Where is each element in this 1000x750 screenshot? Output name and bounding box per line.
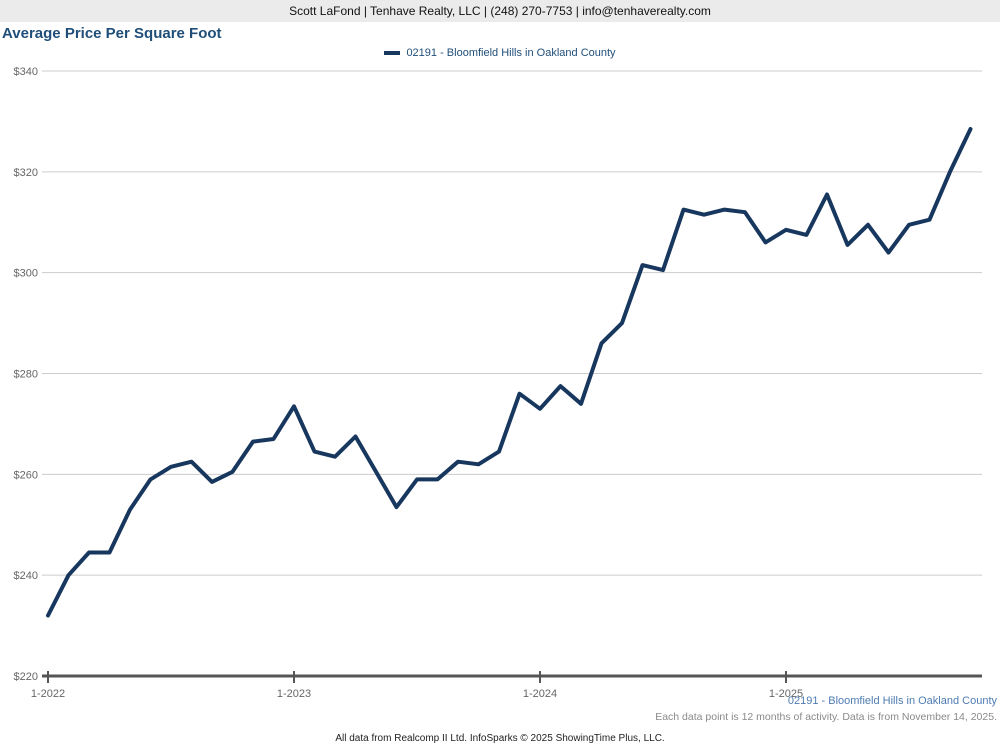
y-tick-label: $320 (14, 167, 38, 179)
y-tick-label: $300 (14, 268, 38, 280)
page-title: Average Price Per Square Foot (2, 25, 222, 42)
footer-series-label: 02191 - Bloomfield Hills in Oakland Coun… (787, 695, 997, 707)
y-tick-label: $220 (14, 671, 38, 683)
x-tick-label: 1-2024 (523, 688, 557, 700)
footer-note: Each data point is 12 months of activity… (655, 711, 997, 723)
footer-attribution: All data from Realcomp II Ltd. InfoSpark… (335, 733, 665, 744)
chart-legend: 02191 - Bloomfield Hills in Oakland Coun… (0, 47, 1000, 59)
legend-line-swatch-icon (384, 51, 401, 55)
y-tick-label: $240 (14, 570, 38, 582)
x-tick-label: 1-2025 (769, 688, 803, 700)
y-tick-label: $260 (14, 469, 38, 481)
y-tick-label: $340 (14, 66, 38, 78)
y-tick-label: $280 (14, 369, 38, 381)
legend-label: 02191 - Bloomfield Hills in Oakland Coun… (406, 47, 616, 59)
contact-bar: Scott LaFond | Tenhave Realty, LLC | (24… (0, 0, 1000, 22)
x-tick-label: 1-2023 (277, 688, 311, 700)
x-tick-label: 1-2022 (31, 688, 65, 700)
price-line (46, 127, 973, 618)
